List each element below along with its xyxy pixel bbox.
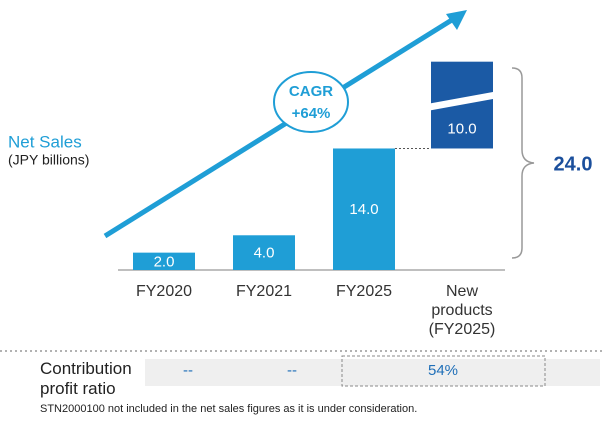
growth-arrow [103,15,457,239]
cagr-value: +64% [292,105,331,122]
x-tick-label: New products (FY2025) [428,283,496,338]
value-label: 10.0 [447,120,476,137]
y-sublabel: (JPY billions) [8,152,89,168]
ratio-label: Contribution profit ratio [40,359,132,398]
ratio-cell: 54% [428,362,458,379]
bar [133,252,195,270]
value-label: 2.0 [154,253,175,270]
cagr-title: CAGR [289,83,333,100]
arrow-head [446,10,467,30]
ratio-cell: -- [287,362,297,379]
ratio-highlight [341,355,546,387]
value-label: 4.0 [254,245,275,262]
axis-break [429,91,495,111]
x-tick-label: FY2021 [235,283,293,300]
ratio-cell: -- [183,362,193,379]
bar [233,235,295,270]
total-label: 24.0 [554,153,593,175]
x-tick-label: FY2020 [135,283,193,300]
x-tick-label: FY2025 [335,283,393,300]
cagr-bubble [273,71,349,133]
bar [333,148,395,270]
y-label: Net Sales [8,132,82,151]
value-label: 14.0 [349,201,378,218]
footnote: STN2000100 not included in the net sales… [40,403,417,415]
total-bracket [511,67,535,259]
ratio-row-bg [145,359,600,386]
